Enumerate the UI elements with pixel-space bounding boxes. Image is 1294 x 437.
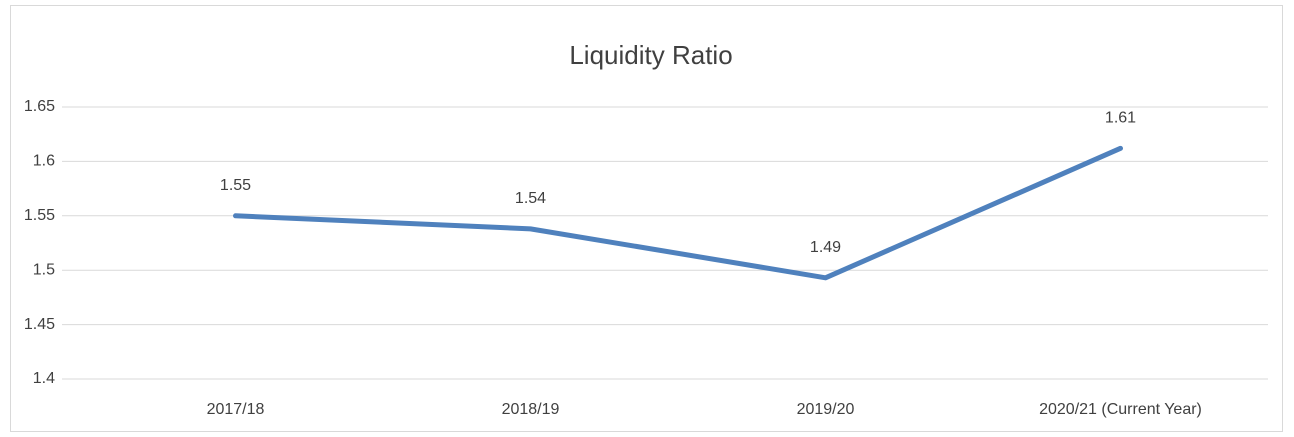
y-tick-label: 1.45 <box>24 316 55 333</box>
data-label: 1.55 <box>220 177 251 194</box>
data-label: 1.54 <box>515 190 546 207</box>
y-tick-label: 1.65 <box>24 98 55 115</box>
chart-border <box>10 5 1283 432</box>
y-tick-label: 1.4 <box>33 370 55 387</box>
y-tick-label: 1.5 <box>33 261 55 278</box>
x-tick-label: 2020/21 (Current Year) <box>1039 401 1202 418</box>
x-tick-label: 2017/18 <box>207 401 265 418</box>
data-label: 1.49 <box>810 239 841 256</box>
x-tick-label: 2018/19 <box>502 401 560 418</box>
chart-title: Liquidity Ratio <box>569 40 732 70</box>
x-tick-label: 2019/20 <box>797 401 855 418</box>
y-tick-label: 1.55 <box>24 207 55 224</box>
series-line <box>233 145 1123 281</box>
y-tick-label: 1.6 <box>33 153 55 170</box>
data-label: 1.61 <box>1105 110 1136 127</box>
